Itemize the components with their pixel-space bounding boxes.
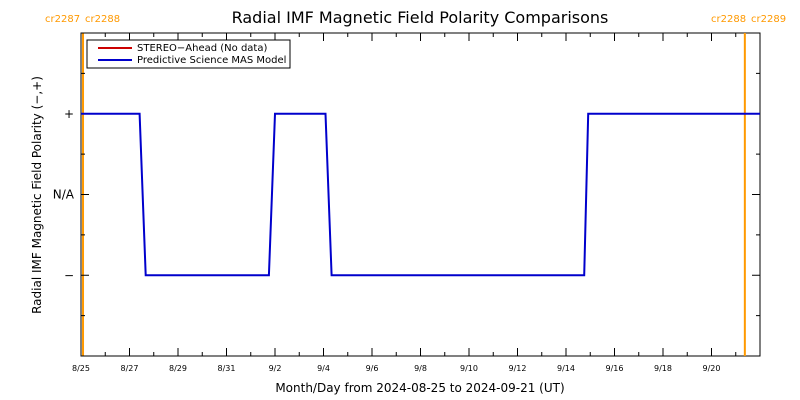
x-tick-label-2: 8/29 <box>169 364 187 373</box>
y-axis-label: Radial IMF Magnetic Field Polarity (−,+) <box>30 76 44 314</box>
legend-box <box>86 39 291 69</box>
carrington-right-label-1: cr2288 <box>711 14 746 25</box>
x-axis-label: Month/Day from 2024-08-25 to 2024-09-21 … <box>275 381 564 395</box>
carrington-left-label-1: cr2287 <box>45 14 80 25</box>
carrington-boundaries <box>82 33 746 356</box>
carrington-left-label-2: cr2288 <box>85 14 120 25</box>
x-tick-label-3: 8/31 <box>218 364 236 373</box>
legend-label-mas-model: Predictive Science MAS Model <box>137 55 286 66</box>
chart-title: Radial IMF Magnetic Field Polarity Compa… <box>232 8 609 27</box>
legend-label-stereo: STEREO−Ahead (No data) <box>137 43 267 54</box>
series-line-1 <box>81 112 760 277</box>
x-tick-label-1: 8/27 <box>121 364 139 373</box>
x-tick-label-4: 9/2 <box>269 364 282 373</box>
x-tick-label-7: 9/8 <box>414 364 427 373</box>
carrington-right-label-2: cr2289 <box>751 14 786 25</box>
x-tick-label-9: 9/12 <box>509 364 527 373</box>
x-tick-label-0: 8/25 <box>72 364 90 373</box>
legend: STEREO−Ahead (No data) Predictive Scienc… <box>86 39 291 69</box>
x-tick-label-11: 9/16 <box>606 364 624 373</box>
series-lines <box>81 112 760 277</box>
y-tick-label-0: + <box>64 107 74 121</box>
x-tick-label-12: 9/18 <box>654 364 672 373</box>
x-tick-label-8: 9/10 <box>460 364 478 373</box>
plot-frame <box>80 32 761 357</box>
x-tick-label-5: 9/4 <box>317 364 330 373</box>
y-tick-label-1: N/A <box>53 188 75 202</box>
y-tick-label-2: − <box>64 268 74 282</box>
x-axis-ticks: 8/25 8/27 8/29 8/31 9/2 9/4 9/6 9/8 9/10 9/12 9/14… <box>72 33 761 373</box>
x-tick-label-10: 9/14 <box>557 364 575 373</box>
x-tick-label-13: 9/20 <box>703 364 721 373</box>
x-tick-label-6: 9/6 <box>366 364 379 373</box>
y-axis-ticks: + N/A − <box>53 32 760 357</box>
